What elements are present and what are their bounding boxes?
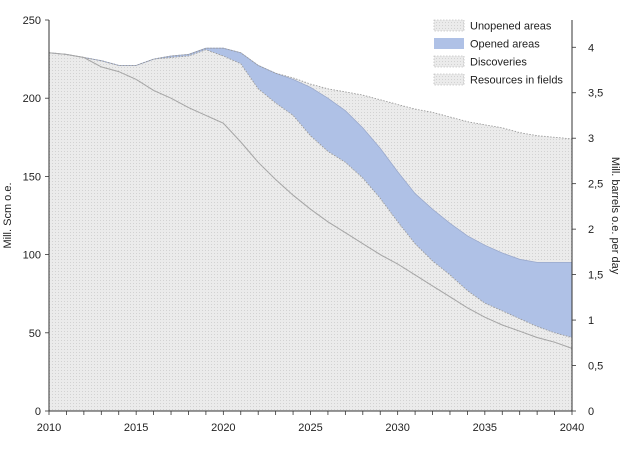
y2-tick-label: 0,5: [588, 361, 603, 373]
x-tick-label: 2020: [211, 422, 235, 434]
x-tick-label: 2010: [37, 422, 61, 434]
legend: Unopened areas Opened areas Discoveries Res…: [433, 19, 563, 87]
x-tick-label: 2015: [124, 422, 148, 434]
y2-tick-label: 2,5: [588, 179, 603, 191]
y2-tick-label: 3,5: [588, 88, 603, 100]
y-axis-title: Mill. Scm o.e.: [2, 182, 14, 248]
legend-item-opened-areas: Opened areas: [434, 38, 540, 51]
y2-axis-title: Mill. barrels o.e. per day: [609, 157, 620, 275]
y-tick-label: 50: [29, 328, 41, 340]
legend-label: Unopened areas: [470, 21, 552, 33]
legend-item-resources-in-fields: Resources in fields: [433, 73, 563, 87]
y-tick-label: 250: [23, 15, 41, 27]
legend-label: Opened areas: [470, 39, 540, 51]
y2-tick-label: 4: [588, 42, 594, 54]
legend-swatch: [433, 19, 465, 32]
x-tick-label: 2040: [560, 422, 584, 434]
legend-label: Resources in fields: [470, 75, 563, 87]
y-tick-label: 150: [23, 171, 41, 183]
area-layers: [49, 48, 572, 412]
y-tick-label: 200: [23, 93, 41, 105]
axes: 2010 2015 2020 2025 2030 2035 2040050100150200…: [2, 15, 620, 434]
area-resources-in-fields: [49, 52, 572, 412]
y-tick-label: 100: [23, 250, 41, 262]
y2-tick-label: 1,5: [588, 270, 603, 282]
legend-label: Discoveries: [470, 57, 527, 69]
y2-tick-label: 0: [588, 406, 594, 418]
y2-tick-label: 2: [588, 224, 594, 236]
boundary-lines: [48, 47, 573, 349]
x-tick-label: 2035: [473, 422, 497, 434]
line-resources-in-fields-solid: [48, 52, 573, 349]
y2-tick-label: 3: [588, 133, 594, 145]
legend-swatch: [433, 73, 465, 86]
x-tick-label: 2025: [298, 422, 322, 434]
y-tick-label: 0: [35, 406, 41, 418]
y2-tick-label: 1: [588, 315, 594, 327]
legend-item-unopened-areas: Unopened areas: [433, 19, 552, 33]
legend-swatch: [433, 55, 465, 68]
x-tick-label: 2030: [385, 422, 409, 434]
legend-item-discoveries: Discoveries: [433, 55, 527, 69]
legend-swatch: [434, 38, 464, 49]
line-unopened-areas: [48, 47, 573, 140]
